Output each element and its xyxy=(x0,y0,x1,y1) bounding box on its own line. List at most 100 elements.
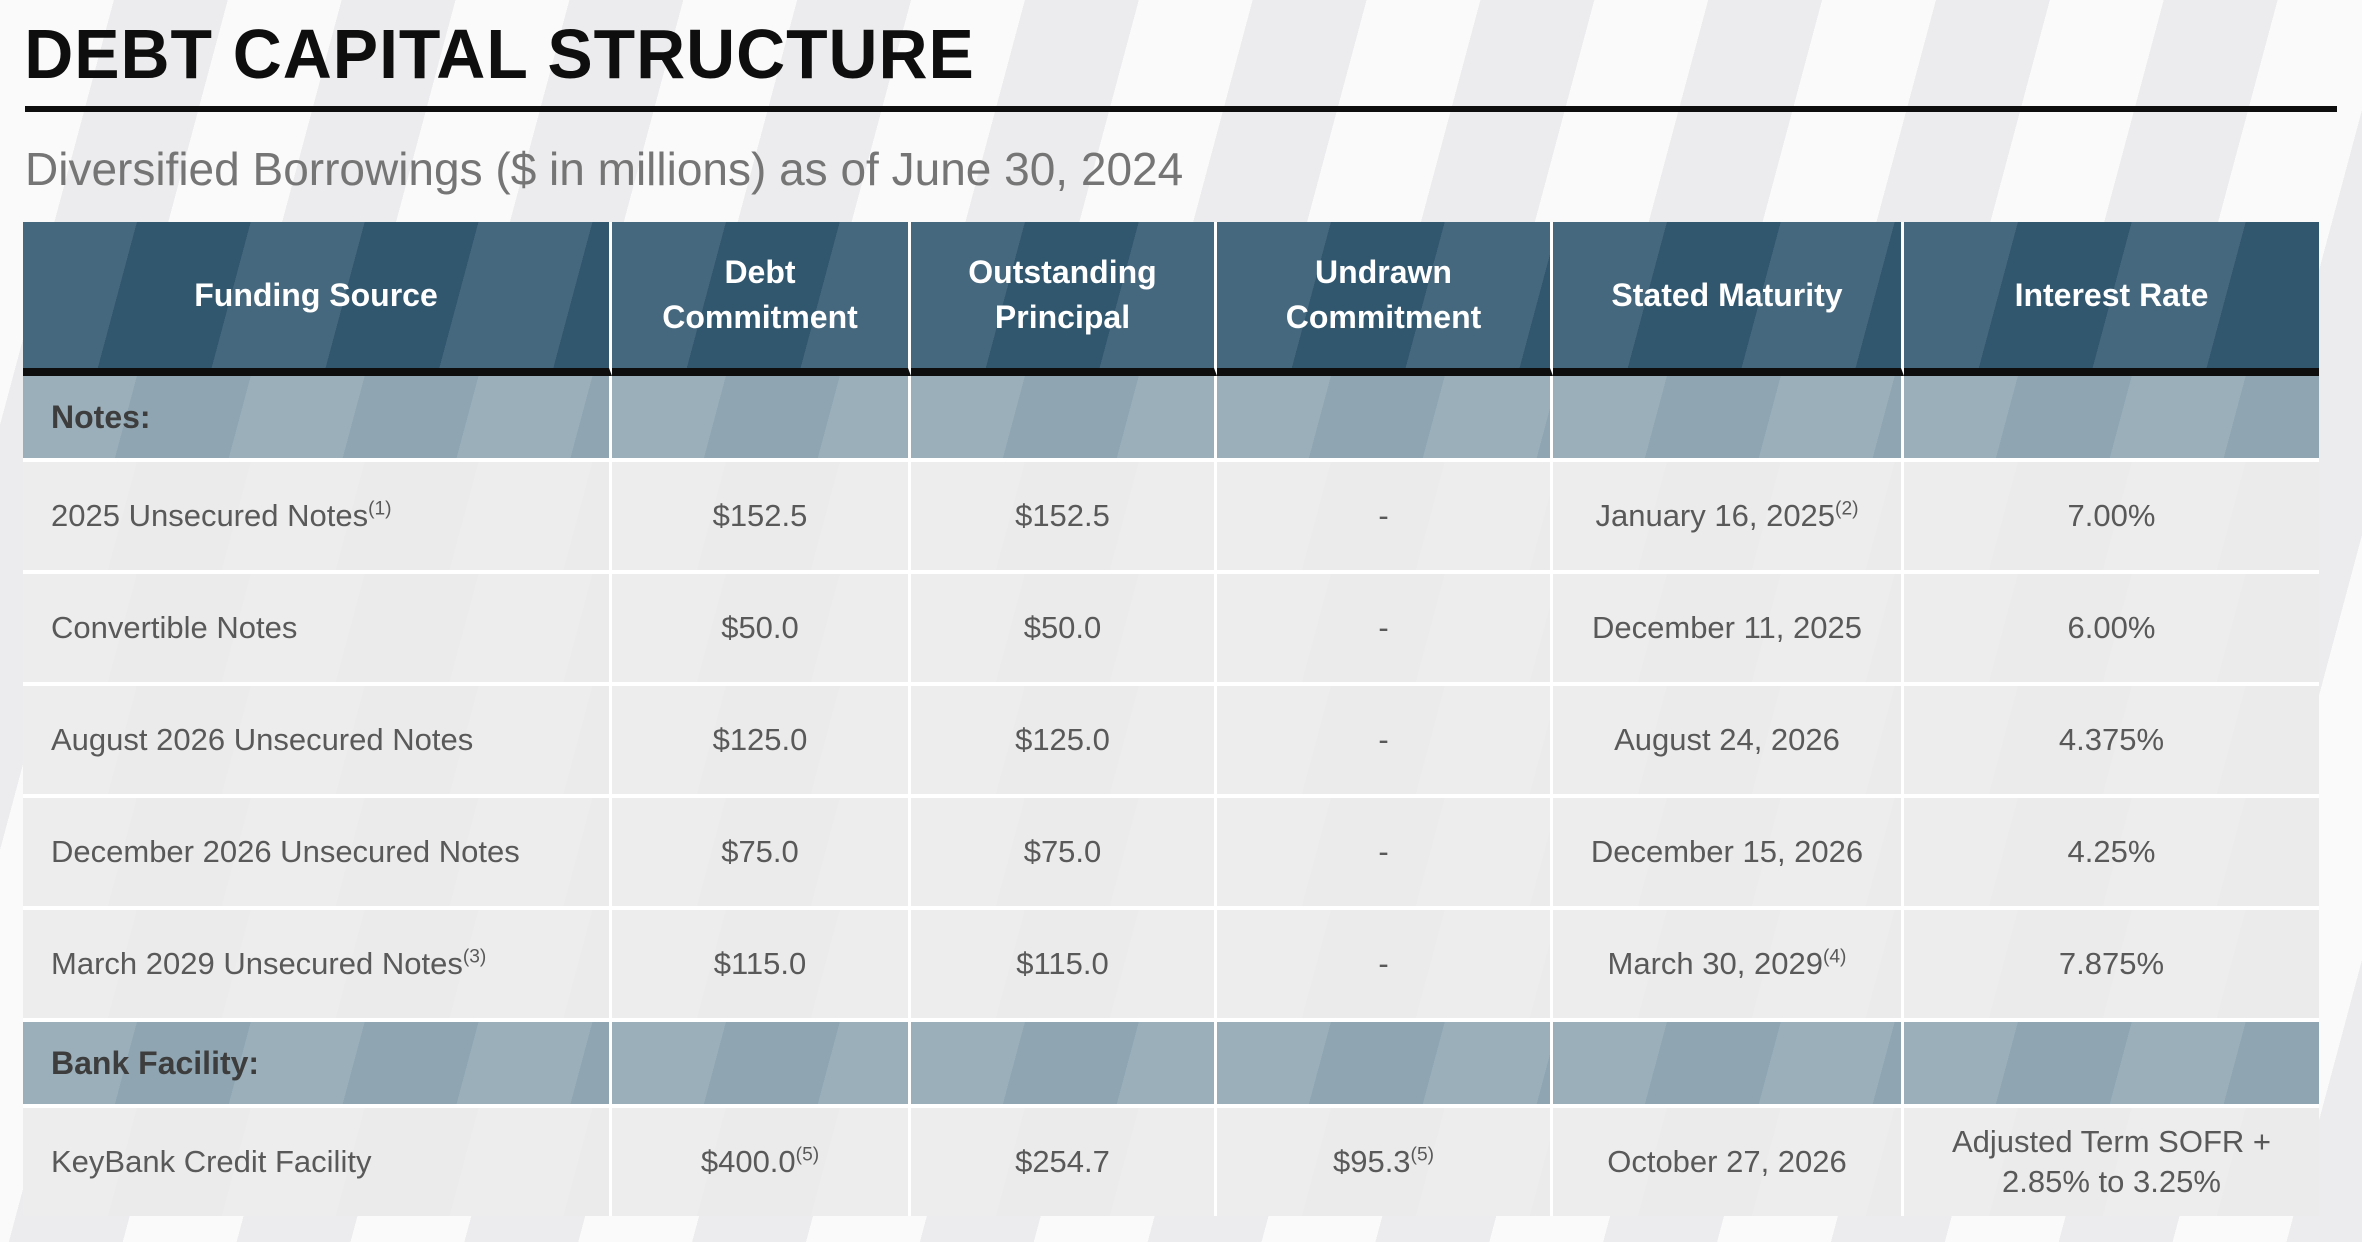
section-cell xyxy=(1904,1022,2319,1108)
cell-text: - xyxy=(1378,498,1389,533)
funding-source-cell: March 2029 Unsecured Notes(3) xyxy=(23,910,612,1022)
col-header-undrawn-commitment: Undrawn Commitment xyxy=(1217,222,1553,376)
footnote-superscript: (3) xyxy=(462,946,487,968)
cell-text: $152.5 xyxy=(1015,498,1110,533)
value-cell: $152.5 xyxy=(612,462,911,574)
funding-source-cell: Convertible Notes xyxy=(23,574,612,686)
cell-text: $125.0 xyxy=(1015,722,1110,757)
value-cell: $400.0(5) xyxy=(612,1108,911,1216)
section-cell xyxy=(1553,1022,1904,1108)
section-cell xyxy=(612,376,911,462)
page-subtitle: Diversified Borrowings ($ in millions) a… xyxy=(25,143,1184,195)
cell-text: March 2029 Unsecured Notes xyxy=(51,946,463,981)
footnote-superscript: (5) xyxy=(1410,1144,1435,1166)
col-header-interest-rate: Interest Rate xyxy=(1904,222,2319,376)
section-cell xyxy=(911,1022,1217,1108)
cell-text: January 16, 2025 xyxy=(1595,498,1836,533)
cell-text: December 15, 2026 xyxy=(1590,834,1864,869)
cell-text: October 27, 2026 xyxy=(1607,1144,1847,1179)
value-cell: August 24, 2026 xyxy=(1553,686,1904,798)
value-cell: 4.25% xyxy=(1904,798,2319,910)
cell-text: $115.0 xyxy=(1016,946,1109,981)
value-cell: $115.0 xyxy=(911,910,1217,1022)
value-cell: 6.00% xyxy=(1904,574,2319,686)
table-row: August 2026 Unsecured Notes $125.0 $125.0 -… xyxy=(23,686,2319,798)
cell-text: 4.25% xyxy=(2067,833,2156,869)
value-cell: December 15, 2026 xyxy=(1553,798,1904,910)
value-cell: $75.0 xyxy=(612,798,911,910)
value-cell: $152.5 xyxy=(911,462,1217,574)
cell-text: $75.0 xyxy=(1023,834,1102,869)
table-row: Convertible Notes $50.0 $50.0 - December 11,… xyxy=(23,574,2319,686)
value-cell: - xyxy=(1217,574,1553,686)
footnote-superscript: (2) xyxy=(1835,498,1859,520)
col-header-stated-maturity: Stated Maturity xyxy=(1553,222,1904,376)
cell-text: August 24, 2026 xyxy=(1614,722,1840,757)
value-cell: 7.875% xyxy=(1904,910,2319,1022)
cell-text: $50.0 xyxy=(1023,610,1102,645)
table-row: KeyBank Credit Facility $400.0(5) $254.7 $9… xyxy=(23,1108,2319,1216)
cell-text: - xyxy=(1378,834,1389,869)
value-cell: $125.0 xyxy=(911,686,1217,798)
table-row: 2025 Unsecured Notes(1) $152.5 $152.5 - Janu… xyxy=(23,462,2319,574)
cell-text: KeyBank Credit Facility xyxy=(51,1144,372,1179)
cell-text: $152.5 xyxy=(712,498,808,533)
value-cell: - xyxy=(1217,798,1553,910)
section-cell xyxy=(911,376,1217,462)
cell-text: - xyxy=(1378,610,1389,645)
cell-text: $75.0 xyxy=(721,834,799,869)
cell-text: Adjusted Term SOFR + 2.85% to 3.25% xyxy=(1951,1123,2272,1199)
value-cell: - xyxy=(1217,910,1553,1022)
page-title: DEBT CAPITAL STRUCTURE xyxy=(24,15,975,93)
cell-text: August 2026 Unsecured Notes xyxy=(51,722,474,757)
table-row: March 2029 Unsecured Notes(3) $115.0 $115.… xyxy=(23,910,2319,1022)
section-cell xyxy=(612,1022,911,1108)
section-cell xyxy=(1217,376,1553,462)
section-cell xyxy=(1553,376,1904,462)
cell-text: 6.00% xyxy=(2067,609,2156,645)
cell-text: $95.3 xyxy=(1332,1144,1411,1179)
value-cell: October 27, 2026 xyxy=(1553,1108,1904,1216)
col-header-funding-source: Funding Source xyxy=(23,222,612,376)
funding-source-cell: December 2026 Unsecured Notes xyxy=(23,798,612,910)
value-cell: $75.0 xyxy=(911,798,1217,910)
value-cell: - xyxy=(1217,462,1553,574)
section-cell xyxy=(1904,376,2319,462)
cell-text: March 30, 2029 xyxy=(1607,946,1823,981)
cell-text: Convertible Notes xyxy=(51,610,298,645)
funding-source-cell: August 2026 Unsecured Notes xyxy=(23,686,612,798)
value-cell: 4.375% xyxy=(1904,686,2319,798)
section-row: Notes: xyxy=(23,376,2319,462)
value-cell: $254.7 xyxy=(911,1108,1217,1216)
value-cell: 7.00% xyxy=(1904,462,2319,574)
value-cell: $125.0 xyxy=(612,686,911,798)
cell-text: - xyxy=(1378,722,1389,757)
value-cell: $115.0 xyxy=(612,910,911,1022)
cell-text: $115.0 xyxy=(713,946,807,981)
funding-source-cell: KeyBank Credit Facility xyxy=(23,1108,612,1216)
footnote-superscript: (4) xyxy=(1822,946,1847,968)
value-cell: $95.3(5) xyxy=(1217,1108,1553,1216)
value-cell: December 11, 2025 xyxy=(1553,574,1904,686)
value-cell: January 16, 2025(2) xyxy=(1553,462,1904,574)
value-cell: Adjusted Term SOFR + 2.85% to 3.25% xyxy=(1904,1108,2319,1216)
cell-text: $400.0 xyxy=(700,1144,796,1179)
value-cell: March 30, 2029(4) xyxy=(1553,910,1904,1022)
debt-capital-table: Funding Source Debt Commitment Outstandi… xyxy=(23,222,2319,1216)
section-label: Bank Facility: xyxy=(23,1022,612,1108)
table-header-row: Funding Source Debt Commitment Outstandi… xyxy=(23,222,2319,376)
cell-text: $125.0 xyxy=(712,722,808,757)
value-cell: - xyxy=(1217,686,1553,798)
cell-text: December 2026 Unsecured Notes xyxy=(51,834,520,869)
cell-text: 7.875% xyxy=(2058,945,2165,981)
value-cell: $50.0 xyxy=(612,574,911,686)
cell-text: 4.375% xyxy=(2058,721,2165,757)
section-cell xyxy=(1217,1022,1553,1108)
cell-text: $50.0 xyxy=(721,610,799,645)
section-row: Bank Facility: xyxy=(23,1022,2319,1108)
col-header-outstanding-principal: Outstanding Principal xyxy=(911,222,1217,376)
col-header-debt-commitment: Debt Commitment xyxy=(612,222,911,376)
table-row: December 2026 Unsecured Notes $75.0 $75.0 -… xyxy=(23,798,2319,910)
